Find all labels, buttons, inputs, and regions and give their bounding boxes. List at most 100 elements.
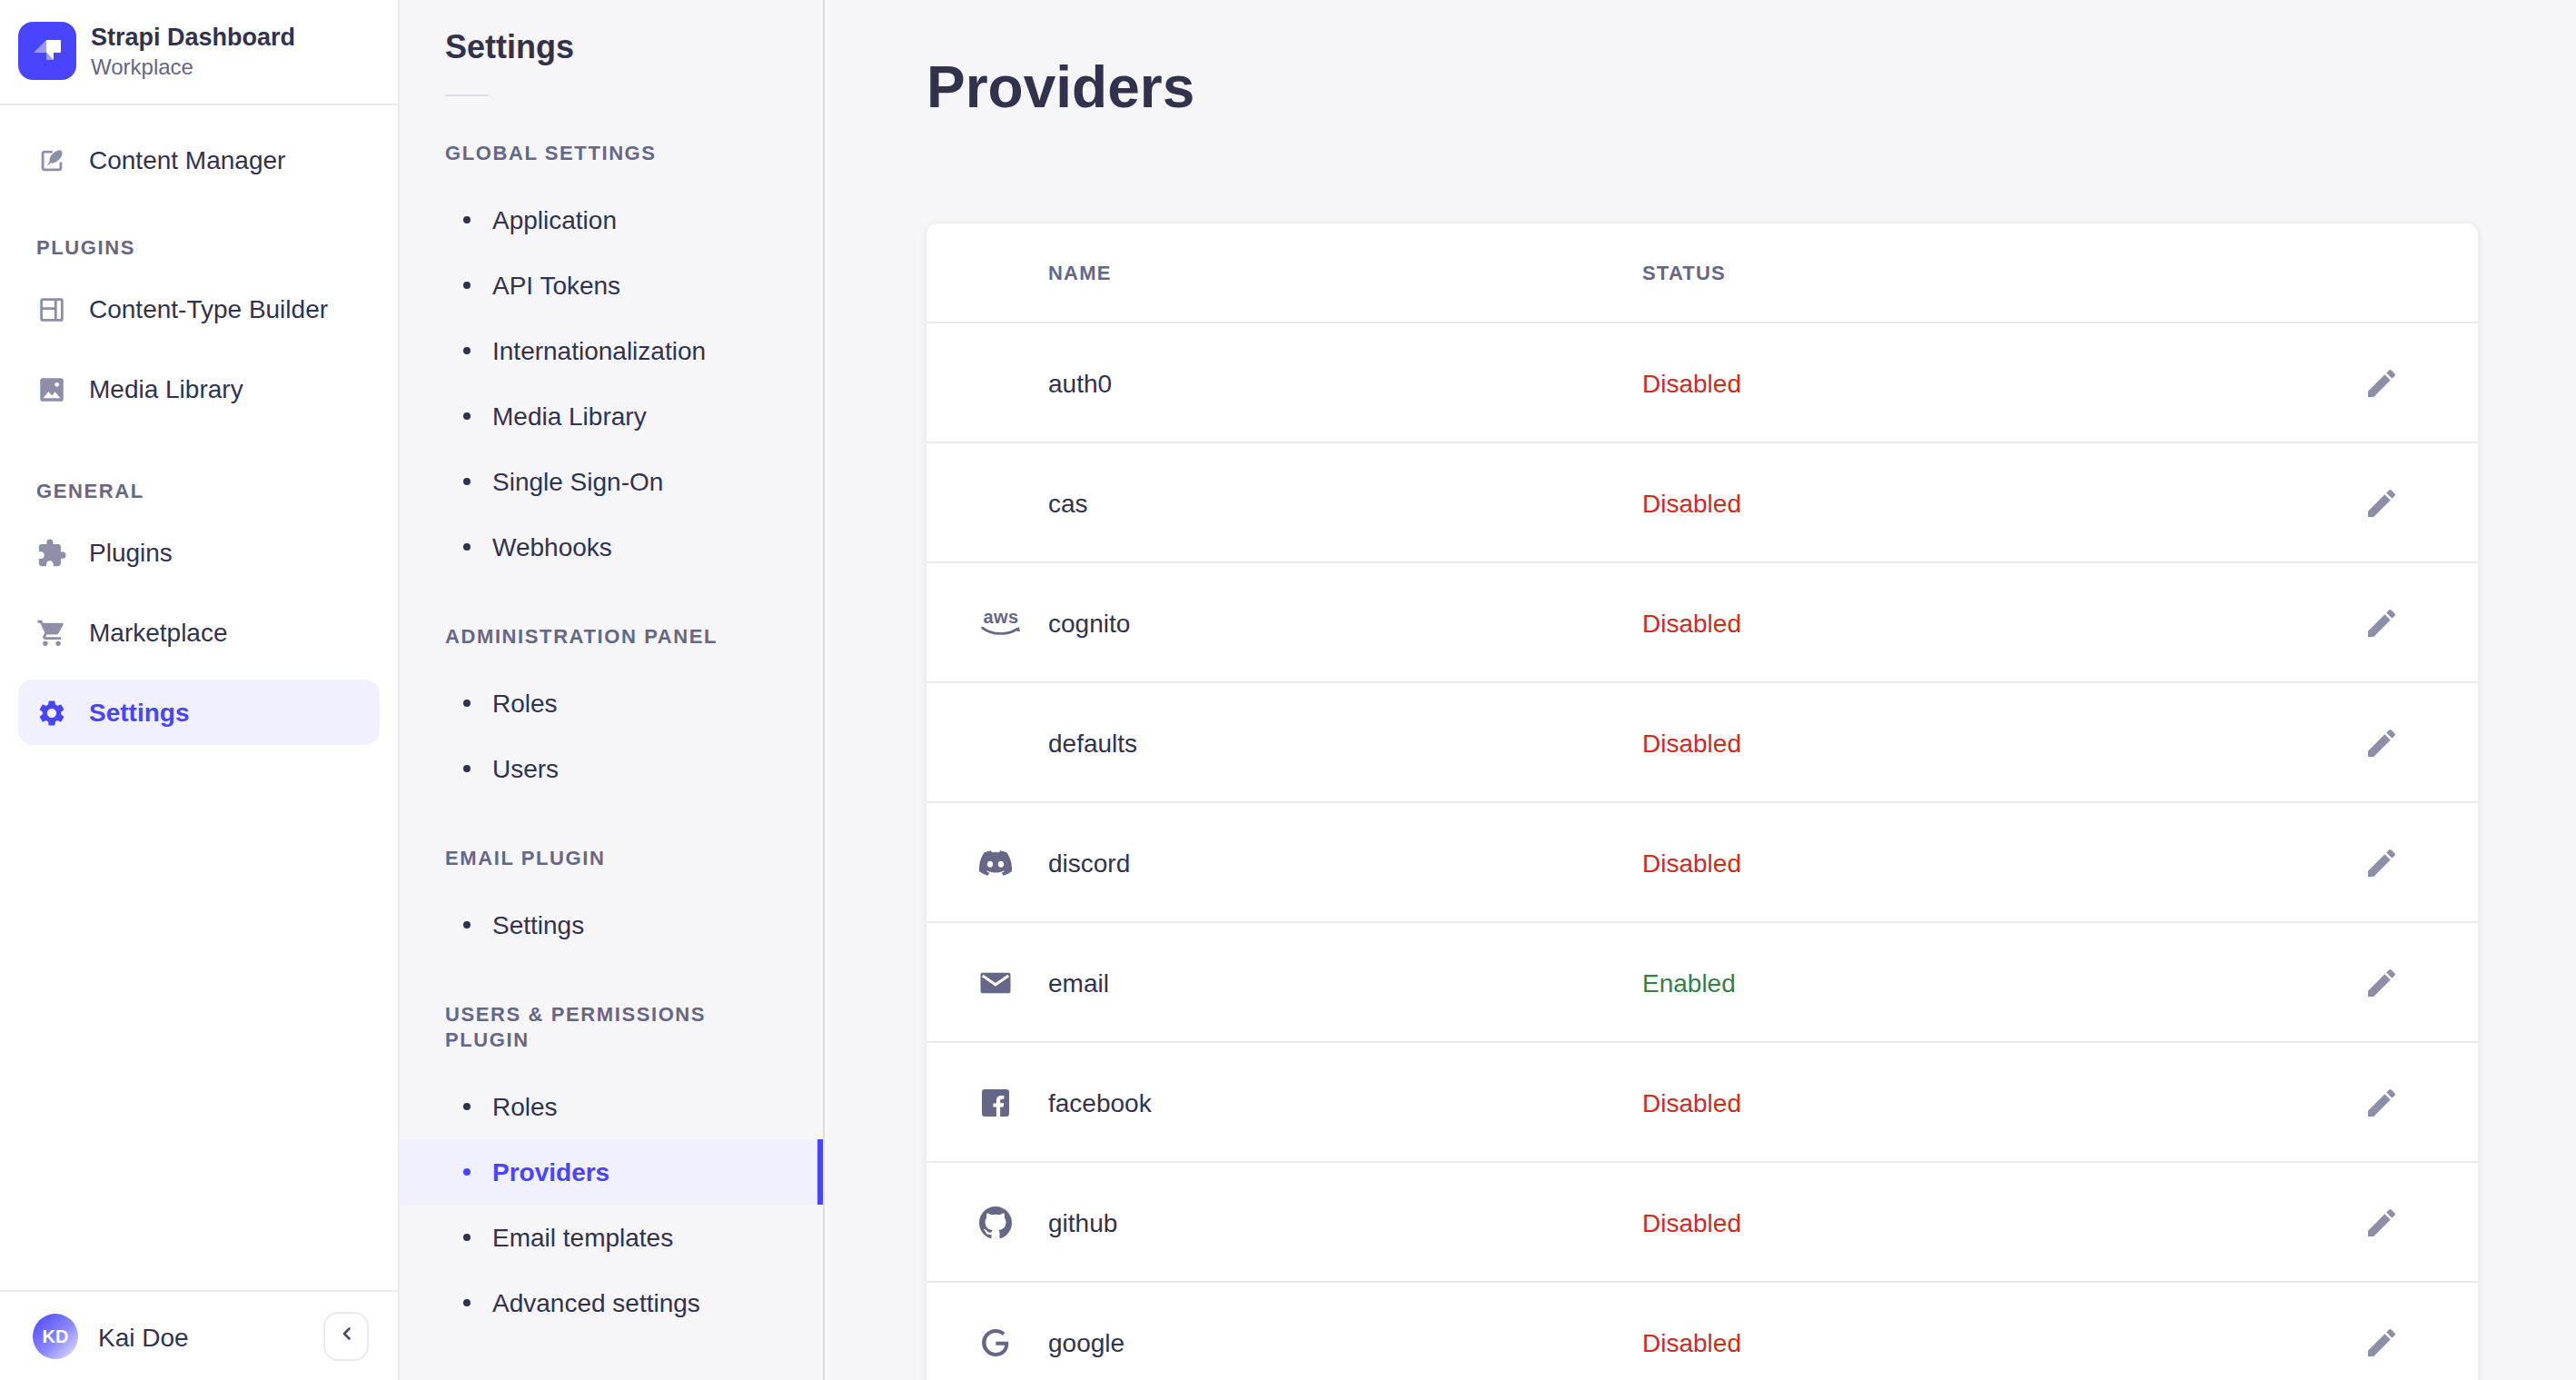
status-badge: Disabled bbox=[1642, 848, 2363, 877]
table-row[interactable]: github Disabled bbox=[926, 1161, 2478, 1281]
subnav-item-providers[interactable]: Providers bbox=[400, 1139, 823, 1205]
sidebar-item-media-library[interactable]: Media Library bbox=[18, 356, 380, 422]
subnav-item-label: Media Library bbox=[492, 402, 647, 431]
edit-provider-button[interactable] bbox=[2363, 604, 2400, 640]
page-title: Providers bbox=[926, 55, 2576, 120]
sidebar-item-label: Marketplace bbox=[89, 618, 228, 647]
sidebar-item-content-manager[interactable]: Content Manager bbox=[18, 127, 380, 193]
subnav-item-label: Advanced settings bbox=[492, 1288, 700, 1317]
provider-name: facebook bbox=[1048, 1087, 1642, 1117]
pencil-icon bbox=[2363, 484, 2400, 521]
pencil-icon bbox=[2363, 964, 2400, 1000]
subnav-group-administration-panel: ADMINISTRATION PANEL Roles Users bbox=[400, 623, 823, 801]
bullet-icon bbox=[463, 1234, 471, 1241]
user-profile-row[interactable]: KD Kai Doe bbox=[0, 1290, 398, 1380]
subnav-item-api-tokens[interactable]: API Tokens bbox=[400, 253, 823, 318]
pencil-icon bbox=[2363, 364, 2400, 401]
subnav-item-email-settings[interactable]: Settings bbox=[400, 892, 823, 958]
subnav-item-media-library[interactable]: Media Library bbox=[400, 383, 823, 449]
provider-name: defaults bbox=[1048, 728, 1642, 757]
subnav-item-up-roles[interactable]: Roles bbox=[400, 1074, 823, 1139]
table-row[interactable]: cas Disabled bbox=[926, 442, 2478, 561]
sidebar-item-label: Media Library bbox=[89, 374, 243, 403]
edit-provider-button[interactable] bbox=[2363, 484, 2400, 521]
pencil-icon bbox=[2363, 724, 2400, 760]
status-badge: Disabled bbox=[1642, 728, 2363, 757]
pencil-icon bbox=[2363, 1204, 2400, 1240]
table-row[interactable]: google Disabled bbox=[926, 1281, 2478, 1380]
pencil-icon bbox=[2363, 1324, 2400, 1360]
status-badge: Disabled bbox=[1642, 488, 2363, 517]
status-badge: Disabled bbox=[1642, 1087, 2363, 1117]
status-badge: Disabled bbox=[1642, 1207, 2363, 1236]
bullet-icon bbox=[463, 347, 471, 354]
bullet-icon bbox=[463, 543, 471, 551]
edit-provider-button[interactable] bbox=[2363, 1324, 2400, 1360]
subnav-item-internationalization[interactable]: Internationalization bbox=[400, 318, 823, 383]
avatar: KD bbox=[33, 1314, 78, 1359]
settings-subnav: Settings GLOBAL SETTINGS Application API… bbox=[400, 0, 825, 1380]
bullet-icon bbox=[463, 216, 471, 223]
table-row[interactable]: facebook Disabled bbox=[926, 1041, 2478, 1161]
subnav-item-admin-roles[interactable]: Roles bbox=[400, 670, 823, 736]
bullet-icon bbox=[463, 478, 471, 485]
sidebar-item-settings[interactable]: Settings bbox=[18, 680, 380, 745]
providers-table-card: NAME STATUS auth0 Disabled cas Disabled bbox=[926, 223, 2478, 1380]
subnav-item-label: Single Sign-On bbox=[492, 467, 663, 496]
subnav-group-label: EMAIL PLUGIN bbox=[400, 845, 823, 870]
subnav-item-label: Internationalization bbox=[492, 336, 706, 365]
workspace-title: Strapi Dashboard bbox=[91, 23, 295, 52]
workspace-brand[interactable]: Strapi Dashboard Workplace bbox=[0, 0, 398, 104]
shopping-cart-icon bbox=[36, 617, 67, 648]
sidebar-item-label: Content-Type Builder bbox=[89, 294, 328, 323]
subnav-item-admin-users[interactable]: Users bbox=[400, 736, 823, 801]
workspace-subtitle: Workplace bbox=[91, 54, 295, 79]
sidebar-item-plugins[interactable]: Plugins bbox=[18, 520, 380, 585]
facebook-icon bbox=[979, 1086, 1048, 1118]
subnav-item-advanced-settings[interactable]: Advanced settings bbox=[400, 1270, 823, 1335]
subnav-item-email-templates[interactable]: Email templates bbox=[400, 1205, 823, 1270]
bullet-icon bbox=[463, 1103, 471, 1110]
chevron-left-icon bbox=[335, 1323, 357, 1350]
provider-name: discord bbox=[1048, 848, 1642, 877]
table-row[interactable]: email Enabled bbox=[926, 921, 2478, 1041]
pencil-icon bbox=[2363, 844, 2400, 880]
table-row[interactable]: auth0 Disabled bbox=[926, 322, 2478, 442]
column-header-status: STATUS bbox=[1642, 262, 1726, 283]
edit-provider-button[interactable] bbox=[2363, 844, 2400, 880]
subnav-item-single-sign-on[interactable]: Single Sign-On bbox=[400, 449, 823, 514]
subnav-item-label: Webhooks bbox=[492, 532, 612, 561]
edit-provider-button[interactable] bbox=[2363, 964, 2400, 1000]
bullet-icon bbox=[463, 282, 471, 289]
subnav-group-label: ADMINISTRATION PANEL bbox=[400, 623, 823, 649]
user-name: Kai Doe bbox=[98, 1322, 189, 1351]
subnav-item-webhooks[interactable]: Webhooks bbox=[400, 514, 823, 580]
subnav-item-label: Application bbox=[492, 205, 617, 234]
sidebar-item-label: Plugins bbox=[89, 538, 173, 567]
subnav-divider bbox=[445, 94, 489, 96]
bullet-icon bbox=[463, 921, 471, 928]
google-icon bbox=[979, 1325, 1048, 1358]
collapse-sidebar-button[interactable] bbox=[323, 1312, 369, 1361]
provider-name: cognito bbox=[1048, 608, 1642, 637]
table-row[interactable]: discord Disabled bbox=[926, 801, 2478, 921]
edit-provider-button[interactable] bbox=[2363, 364, 2400, 401]
bullet-icon bbox=[463, 412, 471, 420]
subnav-group-label: GLOBAL SETTINGS bbox=[400, 140, 823, 165]
subnav-item-application[interactable]: Application bbox=[400, 187, 823, 253]
feather-pen-icon bbox=[36, 144, 67, 175]
puzzle-icon bbox=[36, 537, 67, 568]
sidebar-item-content-type-builder[interactable]: Content-Type Builder bbox=[18, 276, 380, 342]
edit-provider-button[interactable] bbox=[2363, 1084, 2400, 1120]
app-window: Strapi Dashboard Workplace Content Manag… bbox=[0, 0, 2576, 1380]
main-sidebar: Strapi Dashboard Workplace Content Manag… bbox=[0, 0, 400, 1380]
sidebar-section-general: GENERAL bbox=[36, 480, 380, 501]
table-row[interactable]: aws cognito Disabled bbox=[926, 561, 2478, 681]
sidebar-item-marketplace[interactable]: Marketplace bbox=[18, 600, 380, 665]
provider-name: github bbox=[1048, 1207, 1642, 1236]
table-row[interactable]: defaults Disabled bbox=[926, 681, 2478, 801]
edit-provider-button[interactable] bbox=[2363, 724, 2400, 760]
subnav-title: Settings bbox=[400, 25, 823, 69]
edit-provider-button[interactable] bbox=[2363, 1204, 2400, 1240]
subnav-item-label: Email templates bbox=[492, 1223, 673, 1252]
